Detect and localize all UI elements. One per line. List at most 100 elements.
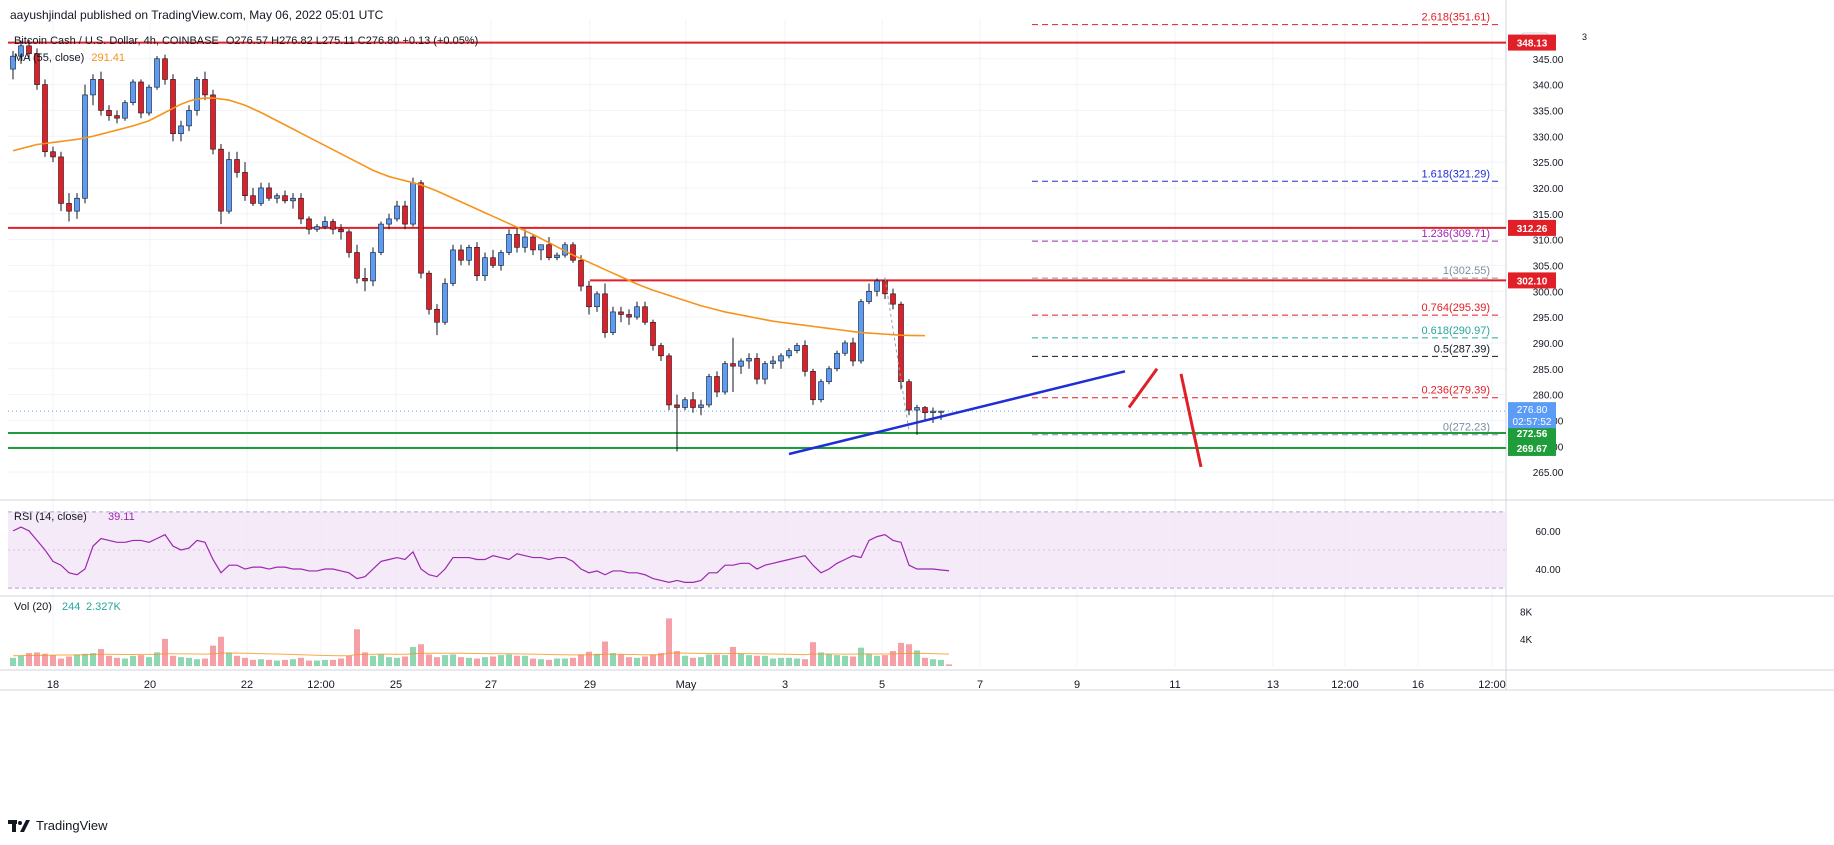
- forecast-arrow: [1179, 373, 1203, 468]
- candle: [674, 394, 680, 452]
- candle: [690, 392, 696, 413]
- candle: [362, 268, 368, 292]
- volume-bar: [66, 656, 72, 666]
- time-tick-label: 13: [1267, 679, 1279, 691]
- volume-bar: [394, 657, 400, 666]
- candle: [410, 177, 416, 227]
- candle: [506, 229, 512, 256]
- volume-bar: [314, 660, 320, 666]
- candle-body: [442, 283, 448, 323]
- fib-connector: [884, 278, 910, 431]
- candle-body: [234, 159, 240, 173]
- candle: [634, 301, 640, 320]
- candle: [58, 151, 64, 212]
- candle-body: [114, 115, 120, 119]
- candle: [706, 373, 712, 408]
- candle: [642, 301, 648, 325]
- candle: [370, 247, 376, 287]
- candle-body: [826, 368, 832, 382]
- volume-bar: [482, 657, 488, 666]
- volume-bar: [522, 655, 528, 666]
- volume-bar: [674, 651, 680, 666]
- candle: [66, 193, 72, 222]
- price-tick-label: 340.00: [1533, 81, 1564, 92]
- candle-body: [746, 358, 752, 362]
- volume-bar: [330, 659, 336, 666]
- candle: [530, 234, 536, 256]
- candle-body: [546, 244, 552, 258]
- price-tick-label: 290.00: [1533, 339, 1564, 350]
- volume-bar: [874, 655, 880, 666]
- candle-body: [346, 231, 352, 253]
- rsi-tick-label: 40.00: [1535, 565, 1560, 576]
- ma-line: [12, 97, 926, 337]
- candle: [394, 200, 400, 222]
- volume-bar: [826, 653, 832, 666]
- price-tick-label: 280.00: [1533, 391, 1564, 402]
- volume-bar: [730, 646, 736, 666]
- footer-brand[interactable]: TradingView: [8, 818, 108, 833]
- volume-bar: [290, 659, 296, 666]
- fib-level-label: 0.5(287.39): [1434, 343, 1490, 355]
- volume-bar: [682, 655, 688, 666]
- volume-bar: [18, 655, 24, 666]
- price-tick-label: 320.00: [1533, 184, 1564, 195]
- candle: [482, 252, 488, 281]
- price-tick-label: 345.00: [1533, 55, 1564, 66]
- volume-bar: [466, 657, 472, 666]
- candle-body: [418, 182, 424, 274]
- volume-bar: [690, 657, 696, 666]
- volume-bar: [210, 645, 216, 666]
- candle: [698, 399, 704, 416]
- volume-bar: [138, 655, 144, 666]
- fib-level-label: 0.236(279.39): [1422, 385, 1491, 397]
- volume-bar: [274, 660, 280, 666]
- volume-bar: [562, 658, 568, 666]
- candle: [810, 368, 816, 405]
- volume-ma-line: [12, 652, 950, 657]
- candle: [778, 353, 784, 369]
- volume-bar: [442, 655, 448, 666]
- candle-body: [794, 345, 800, 351]
- candle-body: [786, 350, 792, 357]
- volume-bar: [234, 655, 240, 666]
- candle-body: [74, 197, 80, 212]
- volume-bar: [322, 659, 328, 666]
- volume-bar: [58, 658, 64, 666]
- candle-body: [506, 234, 512, 253]
- price-tick-label: 265.00: [1533, 468, 1564, 479]
- volume-bar: [226, 652, 232, 666]
- volume-bar: [554, 658, 560, 666]
- candle-body: [578, 259, 584, 287]
- volume-bar: [858, 647, 864, 666]
- volume-bar: [34, 652, 40, 666]
- candle-body: [514, 234, 520, 248]
- volume-bar: [706, 654, 712, 666]
- candle: [226, 151, 232, 214]
- candle: [890, 288, 896, 310]
- candle-body: [490, 257, 496, 266]
- volume-bar: [74, 654, 80, 666]
- candle-body: [554, 254, 560, 258]
- symbol-name: Bitcoin Cash / U.S. Dollar, 4h, COINBASE: [14, 35, 219, 47]
- candle: [522, 229, 528, 253]
- fib-level-label: 1.236(309.71): [1422, 228, 1491, 240]
- candle-body: [498, 252, 504, 266]
- candle: [234, 151, 240, 178]
- candle: [242, 162, 248, 201]
- volume-bar: [90, 653, 96, 666]
- candle: [922, 405, 928, 421]
- volume-bar: [170, 655, 176, 666]
- time-tick-label: 12:00: [1478, 679, 1506, 691]
- candle: [338, 224, 344, 240]
- candle-body: [194, 79, 200, 111]
- candle-body: [162, 58, 168, 80]
- sr-price-badge: [1508, 219, 1556, 236]
- candle: [930, 407, 936, 423]
- candle-body: [738, 360, 744, 367]
- candle-body: [890, 293, 896, 305]
- candle: [282, 190, 288, 204]
- volume-bar: [114, 657, 120, 666]
- fib-level-label: 0(272.23): [1443, 422, 1490, 434]
